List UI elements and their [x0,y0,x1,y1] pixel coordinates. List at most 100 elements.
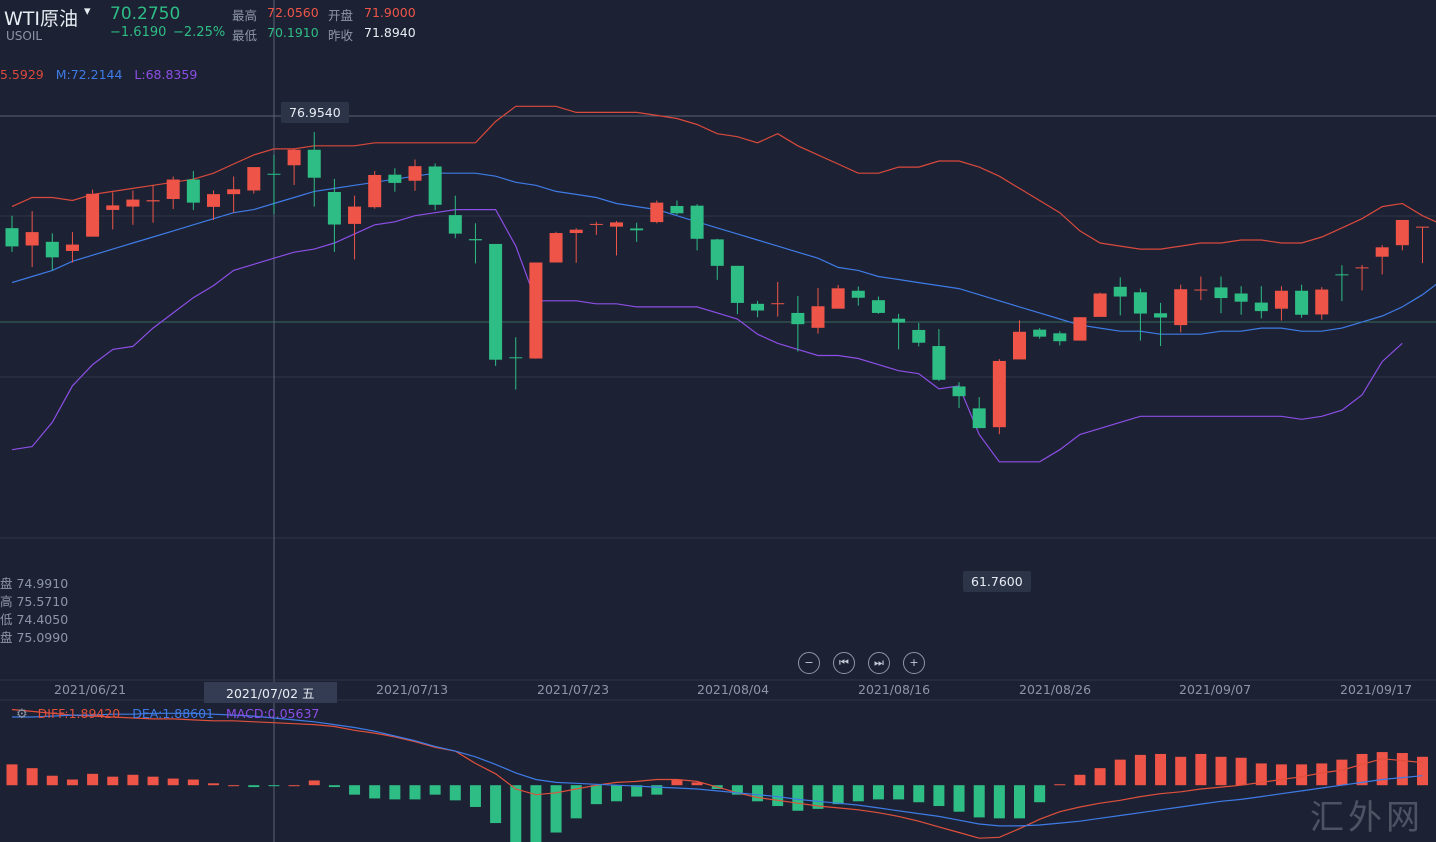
macd-histogram-bar [409,785,421,800]
macd-histogram-bar [1074,774,1086,786]
candle-body [1073,317,1087,341]
candle-body [871,300,885,313]
candle-body [549,233,563,263]
candle-body [1093,293,1107,317]
bollinger-upper-value: 5.5929 [0,67,44,82]
price-change-percent: −2.25% [173,25,226,40]
candle-body [751,303,765,311]
macd-histogram-bar [1396,753,1408,786]
candle-body [1113,286,1127,297]
x-axis-label: 2021/07/13 [376,682,449,697]
x-axis-label: 2021/08/16 [858,682,931,697]
candle-body [86,193,100,237]
macd-histogram-bar [752,785,764,802]
bollinger-lower-line [11,209,1403,463]
macd-histogram-bar [1356,753,1368,786]
candle-body [1154,313,1168,318]
open-label: 开盘 [328,8,354,23]
macd-histogram-bar [1034,785,1046,803]
candle-body [126,199,140,207]
candle-body [468,239,482,241]
macd-histogram-bar [349,785,361,795]
macd-histogram-bar [127,774,139,786]
candle-body [529,262,543,359]
macd-histogram-bar [429,785,441,795]
candle-body [1194,289,1208,291]
bollinger-lower-value: L:68.8359 [134,67,198,82]
macd-histogram-bar [268,785,280,787]
high-value: 72.0560 [267,5,319,20]
candle-body [771,303,785,305]
macd-histogram-bar [1054,784,1066,786]
candle-body [1274,290,1288,309]
candle-body [247,167,261,191]
candle-body [1355,267,1369,269]
candle-body [45,241,59,258]
candle-body [1375,247,1389,257]
macd-histogram-bar [812,785,824,809]
candle-body [509,357,523,359]
candle-body [811,306,825,328]
x-axis-label: 2021/08/26 [1019,682,1092,697]
macd-histogram-bar [228,785,240,787]
zoom-out-button[interactable]: − [798,652,820,674]
bollinger-upper-line [11,105,1436,250]
macd-dea-value: DEA:1.88601 [132,706,215,721]
symbol-dropdown-icon[interactable]: ▾ [84,4,91,19]
candle-body [650,202,664,223]
macd-histogram-bar [46,775,58,786]
candle-body [1174,289,1188,326]
candle-body [1234,293,1248,302]
macd-histogram-bar [1155,753,1167,786]
candle-body [730,265,744,303]
macd-histogram-bar [1417,756,1428,786]
macd-histogram-bar [570,785,582,819]
macd-histogram-bar [1235,757,1247,786]
x-axis-label: 2021/07/23 [537,682,610,697]
macd-histogram-bar [1316,763,1328,786]
cursor-high: 高 75.5710 [0,594,69,609]
zoom-in-button[interactable]: + [903,652,925,674]
bollinger-mid-line [11,172,1436,335]
candle-body [287,149,301,166]
macd-histogram-bar [933,785,945,807]
candle-body [1254,302,1268,312]
macd-histogram-bar [651,785,663,795]
candle-body [489,243,503,360]
scroll-first-button[interactable]: ⏮ [833,652,855,674]
high-label: 最高 [232,8,258,23]
macd-histogram-bar [6,764,18,786]
candle-body [892,318,906,323]
macd-settings-icon[interactable]: ⚙ [16,707,28,722]
candle-body [227,189,241,195]
macd-histogram-bar [530,785,542,842]
macd-histogram-bar [510,785,522,842]
candles [5,132,1429,435]
macd-histogram-bar [1376,752,1388,786]
macd-histogram-bar [852,785,864,802]
scroll-last-button[interactable]: ⏭ [868,652,890,674]
macd-histogram-bar [832,785,844,805]
watermark: 汇外网 [1310,798,1424,838]
candle-body [307,149,321,178]
x-axis-label: 2021/08/04 [697,682,770,697]
macd-histogram-bar [631,785,643,797]
candle-body [831,288,845,309]
candle-body [327,192,341,225]
symbol-code: USOIL [6,29,43,43]
symbol-name[interactable]: WTI原油 [4,8,78,30]
low-price-tag: 61.7600 [963,571,1031,592]
candle-body [791,312,805,325]
macd-diff-line [11,708,1423,839]
candle-body [952,386,966,397]
macd-histogram-bar [1215,756,1227,786]
macd-histogram-bar [449,785,461,801]
candle-body [670,205,684,214]
macd-histogram-bar [993,785,1005,819]
candle-body [1053,333,1067,342]
candle-body [348,206,362,224]
macd-histogram-bar [772,785,784,807]
candle-body [1133,292,1147,314]
